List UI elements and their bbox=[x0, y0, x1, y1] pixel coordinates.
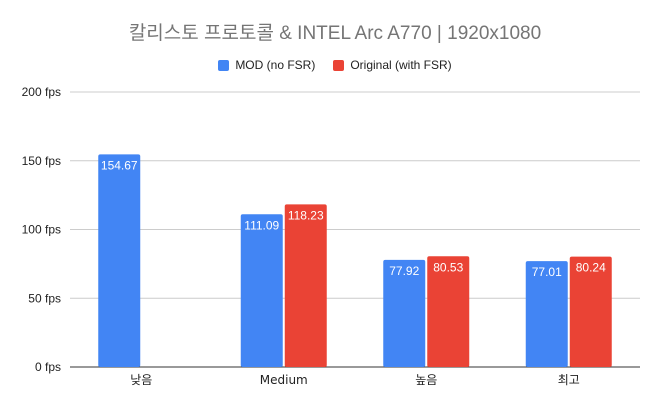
bar bbox=[569, 256, 612, 367]
legend-swatch-original bbox=[333, 59, 345, 71]
y-tick-label: 0 fps bbox=[35, 360, 61, 374]
bar-value-label: 77.92 bbox=[389, 264, 419, 278]
bar bbox=[98, 154, 141, 367]
legend-label-mod: MOD (no FSR) bbox=[235, 58, 316, 72]
y-tick-label: 150 fps bbox=[22, 154, 61, 168]
x-tick-label: Medium bbox=[260, 373, 308, 387]
bar-value-label: 80.24 bbox=[576, 261, 606, 275]
x-tick-label: 높음 bbox=[415, 373, 437, 387]
bar-value-label: 118.23 bbox=[288, 208, 324, 222]
legend-item-mod: MOD (no FSR) bbox=[218, 58, 315, 72]
x-tick-label: 최고 bbox=[558, 373, 580, 387]
bar-value-label: 77.01 bbox=[532, 265, 562, 279]
legend: MOD (no FSR) Original (with FSR) bbox=[0, 58, 670, 72]
legend-item-original: Original (with FSR) bbox=[333, 58, 452, 72]
bar-value-label: 80.53 bbox=[433, 260, 463, 274]
bar bbox=[383, 259, 426, 367]
bar-value-label: 111.09 bbox=[244, 218, 279, 232]
legend-label-original: Original (with FSR) bbox=[350, 58, 452, 72]
x-tick-label: 낮음 bbox=[130, 373, 152, 387]
y-tick-label: 200 fps bbox=[22, 85, 61, 99]
bar bbox=[525, 261, 568, 367]
y-tick-label: 50 fps bbox=[28, 291, 61, 305]
bar bbox=[240, 214, 283, 367]
bar-value-label: 154.67 bbox=[101, 158, 138, 172]
legend-swatch-mod bbox=[218, 59, 230, 71]
bar bbox=[427, 256, 470, 367]
chart-title: 칼리스토 프로토콜 & INTEL Arc A770 | 1920x1080 bbox=[128, 23, 542, 44]
y-tick-label: 100 fps bbox=[22, 223, 61, 237]
bar bbox=[284, 204, 327, 367]
